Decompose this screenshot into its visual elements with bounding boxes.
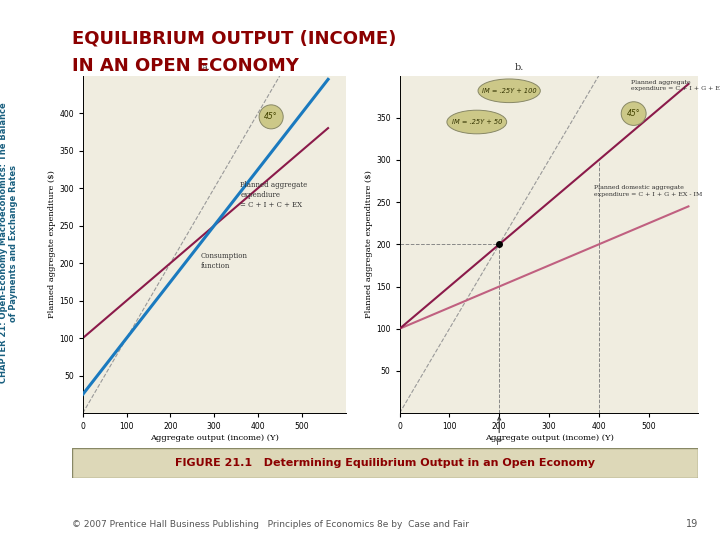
Y-axis label: Planned aggregate expenditure ($): Planned aggregate expenditure ($) <box>48 171 56 318</box>
Text: Consumption
function: Consumption function <box>201 252 248 270</box>
Text: Planned aggregate
expendiure
= C + I + C + EX: Planned aggregate expendiure = C + I + C… <box>240 180 307 210</box>
Text: CHAPTER 21: Open-Economy Macroeconomics: The Balance
of Payments and Exchange Ra: CHAPTER 21: Open-Economy Macroeconomics:… <box>0 103 18 383</box>
Y-axis label: Planned aggregate expenditure ($): Planned aggregate expenditure ($) <box>365 171 373 318</box>
Text: 45°: 45° <box>627 109 641 118</box>
X-axis label: Aggregate output (income) (Y): Aggregate output (income) (Y) <box>485 434 613 442</box>
Text: IM = .25Y + 100: IM = .25Y + 100 <box>482 88 536 94</box>
Text: Y*: Y* <box>495 417 503 447</box>
X-axis label: Aggregate output (income) (Y): Aggregate output (income) (Y) <box>150 434 279 442</box>
Ellipse shape <box>621 102 646 125</box>
Ellipse shape <box>478 79 540 103</box>
Text: EQUILIBRIUM OUTPUT (INCOME): EQUILIBRIUM OUTPUT (INCOME) <box>72 30 397 48</box>
Text: © 2007 Prentice Hall Business Publishing   Principles of Economics 8e by  Case a: © 2007 Prentice Hall Business Publishing… <box>72 520 469 529</box>
Text: 45°: 45° <box>264 112 278 122</box>
Ellipse shape <box>447 110 507 134</box>
Text: IN AN OPEN ECONOMY: IN AN OPEN ECONOMY <box>72 57 299 75</box>
Text: 19: 19 <box>686 519 698 529</box>
Ellipse shape <box>259 105 283 129</box>
Text: Planned domestic aggregate
expendiure = C + I + G + EX - IM: Planned domestic aggregate expendiure = … <box>594 185 702 197</box>
Text: a.: a. <box>202 63 211 72</box>
Text: b.: b. <box>514 63 524 72</box>
FancyBboxPatch shape <box>72 448 698 478</box>
Text: Planned aggregate
expendiure = C + I + G + EX: Planned aggregate expendiure = C + I + G… <box>631 80 720 91</box>
Text: IM = .25Y + 50: IM = .25Y + 50 <box>451 119 502 125</box>
Text: FIGURE 21.1   Determining Equilibrium Output in an Open Economy: FIGURE 21.1 Determining Equilibrium Outp… <box>175 458 595 468</box>
